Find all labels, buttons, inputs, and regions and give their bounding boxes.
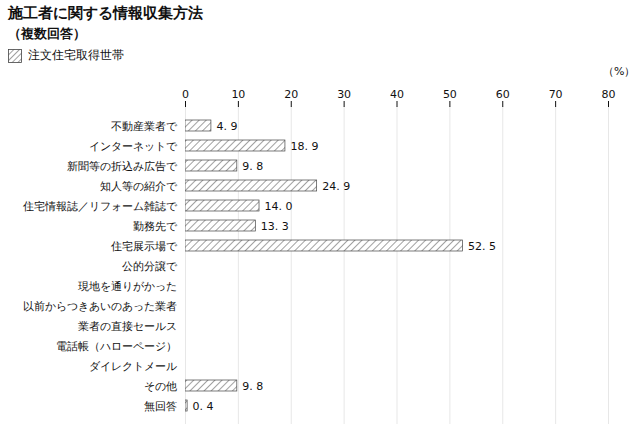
svg-text:14. 0: 14. 0	[265, 200, 293, 213]
svg-text:70: 70	[549, 88, 563, 101]
svg-text:0: 0	[182, 88, 189, 101]
svg-text:52. 5: 52. 5	[468, 240, 496, 253]
svg-text:その他: その他	[144, 380, 177, 393]
svg-text:60: 60	[496, 88, 510, 101]
svg-text:80: 80	[602, 88, 616, 101]
svg-text:20: 20	[284, 88, 298, 101]
svg-text:住宅展示場で: 住宅展示場で	[111, 240, 178, 253]
html-text:（複数回答）: （複数回答）	[8, 26, 86, 41]
svg-text:4. 9: 4. 9	[216, 120, 237, 133]
svg-text:勤務先で: 勤務先で	[133, 220, 178, 233]
svg-text:業者の直接セールス: 業者の直接セールス	[78, 320, 177, 333]
svg-text:現地を通りがかった: 現地を通りがかった	[78, 280, 177, 293]
svg-text:0. 4: 0. 4	[193, 400, 214, 413]
svg-text:無回答: 無回答	[144, 400, 177, 413]
svg-text:40: 40	[390, 88, 404, 101]
svg-text:ダイレクトメール: ダイレクトメール	[89, 360, 177, 373]
svg-text:50: 50	[443, 88, 457, 101]
svg-text:9. 8: 9. 8	[242, 160, 263, 173]
svg-text:インターネットで: インターネットで	[89, 140, 178, 153]
html-text:注文住宅取得世帯: 注文住宅取得世帯	[28, 48, 124, 62]
html-text:施工者に関する情報収集方法: 施工者に関する情報収集方法	[8, 4, 203, 22]
svg-text:24. 9: 24. 9	[322, 180, 350, 193]
svg-text:18. 9: 18. 9	[290, 140, 318, 153]
svg-text:電話帳（ハローページ）: 電話帳（ハローページ）	[56, 340, 177, 353]
svg-text:公的分譲で: 公的分譲で	[122, 260, 178, 273]
svg-text:以前からつきあいのあった業者: 以前からつきあいのあった業者	[23, 300, 177, 313]
svg-text:10: 10	[231, 88, 245, 101]
svg-text:新聞等の折込み広告で: 新聞等の折込み広告で	[67, 160, 178, 173]
svg-text:9. 8: 9. 8	[242, 380, 263, 393]
svg-text:13. 3: 13. 3	[261, 220, 289, 233]
svg-text:30: 30	[337, 88, 351, 101]
svg-text:知人等の紹介で: 知人等の紹介で	[100, 180, 178, 193]
svg-text:住宅情報誌／リフォーム雑誌で: 住宅情報誌／リフォーム雑誌で	[23, 200, 178, 213]
svg-text:（%）: （%）	[603, 65, 635, 78]
svg-text:不動産業者で: 不動産業者で	[111, 120, 178, 133]
